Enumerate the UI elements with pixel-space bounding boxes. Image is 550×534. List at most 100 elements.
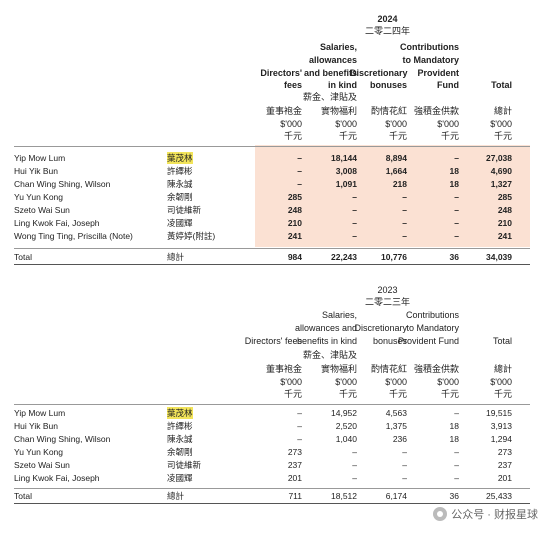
value-cell: – — [297, 421, 302, 431]
table-row: Hui Yik Bun 許繹彬 – 2,520 1,375 18 3,913 — [14, 420, 530, 432]
value-cell: 2,520 — [335, 421, 357, 431]
value-cell: 248 — [287, 205, 302, 215]
value-cell: 210 — [497, 218, 512, 228]
value-cell: 201 — [497, 473, 512, 483]
value-cell: 14,952 — [331, 408, 357, 418]
year-label: 2024 — [377, 14, 398, 24]
value-cell: – — [352, 205, 357, 215]
director-name: Total — [14, 252, 32, 262]
value-cell: 241 — [497, 231, 512, 241]
value-cell: 1,040 — [335, 434, 357, 444]
value-cell: 10,776 — [381, 252, 407, 262]
value-cell: – — [352, 460, 357, 470]
value-cell: 18 — [449, 166, 459, 176]
value-cell: – — [352, 447, 357, 457]
value-cell: – — [352, 218, 357, 228]
divider — [14, 503, 530, 504]
value-cell: 273 — [497, 447, 512, 457]
value-cell: 3,913 — [490, 421, 512, 431]
director-name: Yip Mow Lum — [14, 153, 66, 163]
divider — [14, 248, 530, 249]
value-cell: – — [402, 460, 407, 470]
director-name: Chan Wing Shing, Wilson — [14, 434, 111, 444]
director-name-zh: 總計 — [167, 491, 185, 501]
director-name-zh: 余韌剛 — [167, 192, 193, 202]
director-name: Yu Yun Kong — [14, 447, 64, 457]
table-row: Szeto Wai Sun 司徒維新 248 – – – 248 — [14, 204, 530, 216]
total-row: Total 總計 984 22,243 10,776 36 34,039 — [14, 251, 530, 263]
value-cell: 218 — [392, 179, 407, 189]
value-cell: 8,894 — [385, 153, 407, 163]
value-cell: 711 — [288, 491, 302, 501]
value-cell: 4,563 — [385, 408, 407, 418]
value-cell: 22,243 — [331, 252, 357, 262]
value-cell: – — [352, 473, 357, 483]
divider — [14, 488, 530, 489]
director-name-zh: 葉茂林 — [167, 152, 193, 164]
value-cell: 36 — [449, 491, 459, 501]
value-cell: – — [402, 192, 407, 202]
value-cell: 984 — [287, 252, 302, 262]
value-cell: 4,690 — [490, 166, 512, 176]
director-name: Wong Ting Ting, Priscilla (Note) — [14, 231, 133, 241]
value-cell: – — [297, 408, 302, 418]
value-cell: 36 — [449, 252, 459, 262]
director-name: Szeto Wai Sun — [14, 205, 70, 215]
value-cell: 18,512 — [331, 491, 357, 501]
table-row: Yu Yun Kong 余韌剛 273 – – – 273 — [14, 446, 530, 458]
value-cell: 285 — [287, 192, 302, 202]
value-cell: 1,091 — [335, 179, 357, 189]
value-cell: 25,433 — [486, 491, 512, 501]
value-cell: – — [454, 218, 459, 228]
director-name-zh: 凌國輝 — [167, 473, 193, 483]
director-name-zh: 黃婷婷(附註) — [167, 231, 216, 241]
value-cell: – — [454, 153, 459, 163]
director-name: Total — [14, 491, 32, 501]
value-cell: 236 — [392, 434, 407, 444]
value-cell: 273 — [287, 447, 302, 457]
value-cell: 1,294 — [490, 434, 512, 444]
value-cell: – — [352, 231, 357, 241]
director-name-zh: 陳永誠 — [167, 434, 193, 444]
director-name: Szeto Wai Sun — [14, 460, 70, 470]
shade-2024 — [255, 145, 530, 247]
director-name: Ling Kwok Fai, Joseph — [14, 473, 100, 483]
value-cell: – — [454, 231, 459, 241]
table-2024: 2024 二零二四年 Directors' fees 董事袍金 Salaries… — [14, 14, 530, 265]
value-cell: 1,375 — [385, 421, 407, 431]
director-name-zh: 司徒維新 — [167, 205, 202, 215]
director-name-zh: 余韌剛 — [167, 447, 193, 457]
table-row: Yip Mow Lum 葉茂林 – 18,144 8,894 – 27,038 — [14, 152, 530, 164]
value-cell: 210 — [287, 218, 302, 228]
value-cell: 18 — [449, 179, 459, 189]
value-cell: 3,008 — [335, 166, 357, 176]
director-name-zh: 陳永誠 — [167, 179, 193, 189]
divider — [14, 264, 530, 265]
value-cell: – — [297, 179, 302, 189]
value-cell: – — [454, 408, 459, 418]
value-cell: 18 — [449, 421, 459, 431]
director-name-zh: 司徒維新 — [167, 460, 202, 470]
table-row: Szeto Wai Sun 司徒維新 237 – – – 237 — [14, 459, 530, 471]
value-cell: 27,038 — [486, 153, 512, 163]
value-cell: 1,664 — [385, 166, 407, 176]
value-cell: – — [454, 192, 459, 202]
table-row: Wong Ting Ting, Priscilla (Note) 黃婷婷(附註) 2… — [14, 230, 530, 242]
table-row: Ling Kwok Fai, Joseph 凌國輝 210 – – – 210 — [14, 217, 530, 229]
value-cell: – — [402, 205, 407, 215]
table-row: Yu Yun Kong 余韌剛 285 – – – 285 — [14, 191, 530, 203]
value-cell: 248 — [497, 205, 512, 215]
watermark-text: 公众号 · 财报星球 — [451, 509, 538, 521]
year-label: 2023 — [377, 285, 398, 295]
table-row: Ling Kwok Fai, Joseph 凌國輝 201 – – – 201 — [14, 472, 530, 484]
value-cell: – — [402, 218, 407, 228]
director-name-zh: 許繹彬 — [167, 166, 193, 176]
value-cell: 18,144 — [331, 153, 357, 163]
divider — [14, 404, 530, 405]
value-cell: 6,174 — [385, 491, 407, 501]
wechat-icon — [433, 507, 448, 521]
value-cell: 241 — [287, 231, 302, 241]
value-cell: 18 — [449, 434, 459, 444]
director-name-zh: 凌國輝 — [167, 218, 193, 228]
